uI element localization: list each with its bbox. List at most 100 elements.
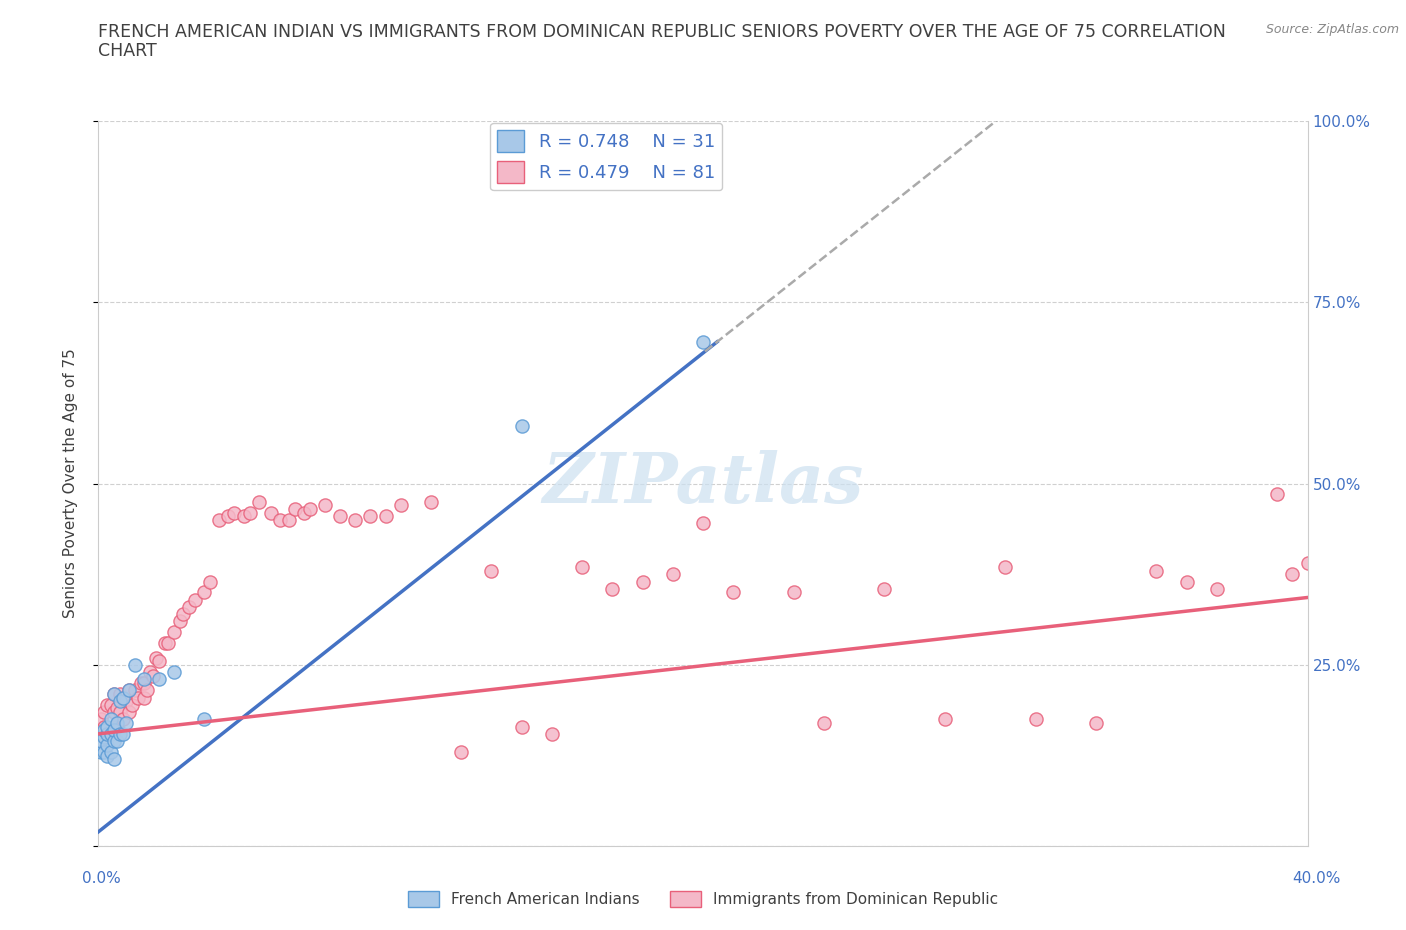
- Point: [631, 574, 654, 589]
- Point: [374, 509, 396, 524]
- Point: [510, 418, 533, 433]
- Point: [1144, 564, 1167, 578]
- Point: [111, 726, 134, 741]
- Point: [148, 672, 170, 687]
- Point: [420, 495, 443, 510]
- Point: [93, 730, 115, 745]
- Point: [510, 719, 533, 734]
- Text: 40.0%: 40.0%: [1292, 871, 1340, 886]
- Point: [145, 650, 167, 665]
- Point: [314, 498, 336, 512]
- Point: [692, 335, 714, 350]
- Point: [100, 723, 122, 737]
- Point: [132, 690, 155, 705]
- Point: [692, 516, 714, 531]
- Point: [100, 698, 122, 712]
- Point: [96, 737, 118, 752]
- Point: [93, 705, 115, 720]
- Point: [114, 715, 136, 730]
- Point: [169, 614, 191, 629]
- Point: [103, 751, 125, 766]
- Point: [148, 654, 170, 669]
- Point: [172, 606, 194, 621]
- Point: [163, 665, 186, 680]
- Point: [96, 748, 118, 763]
- Point: [105, 719, 128, 734]
- Point: [111, 712, 134, 727]
- Point: [232, 509, 254, 524]
- Legend: R = 0.748    N = 31, R = 0.479    N = 81: R = 0.748 N = 31, R = 0.479 N = 81: [491, 123, 723, 191]
- Point: [103, 705, 125, 720]
- Point: [571, 560, 593, 575]
- Point: [193, 585, 215, 600]
- Point: [96, 726, 118, 741]
- Point: [142, 669, 165, 684]
- Point: [105, 734, 128, 749]
- Point: [389, 498, 412, 512]
- Point: [299, 501, 322, 516]
- Point: [284, 501, 307, 516]
- Point: [179, 600, 201, 615]
- Point: [132, 675, 155, 690]
- Point: [124, 658, 146, 672]
- Point: [111, 690, 134, 705]
- Point: [108, 705, 131, 720]
- Point: [100, 712, 122, 727]
- Point: [239, 505, 262, 520]
- Point: [93, 723, 115, 737]
- Point: [135, 683, 157, 698]
- Point: [200, 574, 222, 589]
- Point: [108, 686, 131, 701]
- Point: [873, 581, 896, 596]
- Point: [118, 683, 141, 698]
- Point: [127, 690, 149, 705]
- Point: [269, 512, 291, 527]
- Point: [208, 512, 231, 527]
- Point: [163, 625, 186, 640]
- Point: [96, 719, 118, 734]
- Point: [224, 505, 246, 520]
- Point: [96, 698, 118, 712]
- Point: [100, 745, 122, 760]
- Point: [450, 745, 472, 760]
- Point: [129, 675, 152, 690]
- Point: [93, 719, 115, 734]
- Point: [813, 715, 835, 730]
- Point: [90, 745, 112, 760]
- Point: [292, 505, 315, 520]
- Point: [108, 694, 131, 709]
- Point: [153, 636, 176, 651]
- Point: [994, 560, 1017, 575]
- Point: [90, 734, 112, 749]
- Point: [103, 686, 125, 701]
- Point: [1085, 715, 1108, 730]
- Point: [96, 726, 118, 741]
- Point: [360, 509, 382, 524]
- Point: [934, 712, 956, 727]
- Point: [193, 712, 215, 727]
- Point: [114, 694, 136, 709]
- Point: [329, 509, 352, 524]
- Point: [108, 726, 131, 741]
- Point: [783, 585, 806, 600]
- Text: FRENCH AMERICAN INDIAN VS IMMIGRANTS FROM DOMINICAN REPUBLIC SENIORS POVERTY OVE: FRENCH AMERICAN INDIAN VS IMMIGRANTS FRO…: [98, 23, 1226, 41]
- Point: [100, 726, 122, 741]
- Point: [184, 592, 207, 607]
- Point: [344, 512, 367, 527]
- Point: [260, 505, 283, 520]
- Point: [662, 567, 685, 582]
- Point: [118, 705, 141, 720]
- Point: [93, 745, 115, 760]
- Point: [105, 715, 128, 730]
- Text: 0.0%: 0.0%: [82, 871, 121, 886]
- Point: [1206, 581, 1229, 596]
- Point: [723, 585, 745, 600]
- Point: [1296, 556, 1319, 571]
- Point: [247, 495, 270, 510]
- Y-axis label: Seniors Poverty Over the Age of 75: Seniors Poverty Over the Age of 75: [63, 349, 77, 618]
- Point: [1281, 567, 1303, 582]
- Point: [602, 581, 624, 596]
- Point: [1267, 487, 1289, 502]
- Point: [121, 698, 143, 712]
- Point: [139, 665, 162, 680]
